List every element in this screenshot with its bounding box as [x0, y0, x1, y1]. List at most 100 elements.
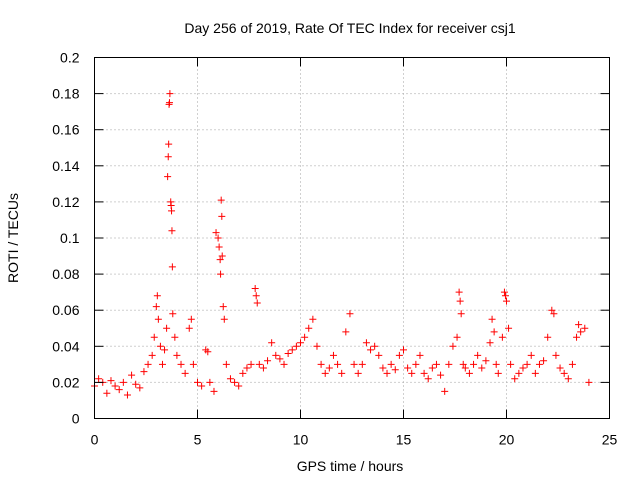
- data-point: [362, 339, 370, 347]
- data-point: [400, 346, 407, 354]
- data-point: [486, 339, 494, 347]
- data-point: [220, 315, 228, 323]
- data-point: [531, 369, 539, 377]
- data-point: [231, 378, 239, 386]
- data-point: [441, 387, 449, 395]
- data-point: [511, 375, 519, 383]
- data-point: [505, 324, 513, 332]
- data-point: [168, 227, 176, 235]
- data-point: [119, 378, 127, 386]
- data-point: [95, 375, 103, 383]
- data-point: [478, 364, 486, 372]
- data-point: [187, 315, 195, 323]
- data-point: [217, 270, 225, 278]
- data-point: [317, 360, 325, 368]
- data-point: [371, 342, 379, 350]
- data-point: [329, 351, 337, 359]
- data-point: [272, 351, 280, 359]
- data-point: [251, 285, 259, 293]
- data-point: [152, 303, 160, 311]
- data-point: [165, 99, 173, 107]
- data-point: [301, 333, 309, 341]
- data-point: [212, 229, 220, 237]
- data-point: [456, 297, 464, 305]
- data-point: [581, 324, 589, 332]
- data-point: [217, 196, 225, 204]
- data-point: [111, 382, 119, 390]
- data-point: [428, 364, 436, 372]
- axis-ticks: 0 0.02 0.04 0.06 0.08 0.1 0.12 0.14 0.16 0.18 0.2 0…: [52, 50, 617, 448]
- data-point: [556, 364, 564, 372]
- data-point: [424, 375, 432, 383]
- x-tick-label: 25: [602, 432, 618, 448]
- data-point: [150, 333, 158, 341]
- y-tick-label: 0.12: [52, 194, 79, 210]
- data-point: [313, 342, 321, 350]
- data-point: [222, 360, 230, 368]
- data-point: [189, 360, 197, 368]
- data-point: [404, 364, 412, 372]
- data-point: [494, 369, 502, 377]
- y-tick-label: 0.14: [52, 158, 79, 174]
- data-point: [107, 377, 115, 385]
- data-point: [459, 360, 467, 368]
- data-point: [153, 292, 161, 300]
- x-tick-label: 10: [293, 432, 309, 448]
- data-point: [474, 351, 482, 359]
- y-tick-label: 0.16: [52, 122, 79, 138]
- data-point: [416, 351, 424, 359]
- data-point: [492, 360, 500, 368]
- data-point: [482, 357, 490, 365]
- data-point: [156, 342, 164, 350]
- data-point: [461, 364, 469, 372]
- data-point: [498, 333, 506, 341]
- data-point: [216, 256, 224, 264]
- data-point: [354, 369, 362, 377]
- data-point: [123, 391, 131, 399]
- data-point: [548, 306, 556, 314]
- data-point: [507, 360, 515, 368]
- data-point: [519, 364, 527, 372]
- data-point: [181, 369, 189, 377]
- data-point: [523, 360, 531, 368]
- data-point: [358, 360, 366, 368]
- data-point: [383, 369, 391, 377]
- data-point: [568, 360, 576, 368]
- data-point: [177, 360, 185, 368]
- y-tick-label: 0.08: [52, 266, 79, 282]
- data-point: [235, 382, 243, 390]
- data-point: [132, 380, 140, 388]
- data-point: [564, 375, 572, 383]
- y-tick-label: 0: [72, 411, 80, 427]
- data-point: [375, 351, 383, 359]
- y-axis-label: ROTI / TECUs: [5, 193, 21, 283]
- data-point: [503, 297, 510, 305]
- chart-title: Day 256 of 2019, Rate Of TEC Index for r…: [184, 20, 515, 36]
- data-point: [164, 173, 172, 181]
- data-point: [437, 371, 445, 379]
- data-point: [420, 369, 428, 377]
- data-point: [128, 371, 136, 379]
- data-point: [552, 351, 560, 359]
- data-point: [210, 387, 218, 395]
- data-point: [321, 369, 329, 377]
- data-point: [350, 360, 358, 368]
- data-point: [449, 342, 457, 350]
- y-tick-label: 0.1: [60, 230, 80, 246]
- data-point: [165, 140, 173, 148]
- data-point: [215, 243, 223, 251]
- data-point: [346, 310, 354, 318]
- data-point: [577, 328, 585, 336]
- data-point: [185, 324, 193, 332]
- data-point: [391, 366, 399, 374]
- data-point: [412, 360, 420, 368]
- data-point: [264, 357, 272, 365]
- data-point: [284, 350, 292, 358]
- data-point: [154, 315, 162, 323]
- data-point: [527, 351, 535, 359]
- data-point: [171, 333, 179, 341]
- data-points: [91, 90, 593, 399]
- data-point: [169, 310, 177, 318]
- y-tick-label: 0.2: [60, 50, 80, 66]
